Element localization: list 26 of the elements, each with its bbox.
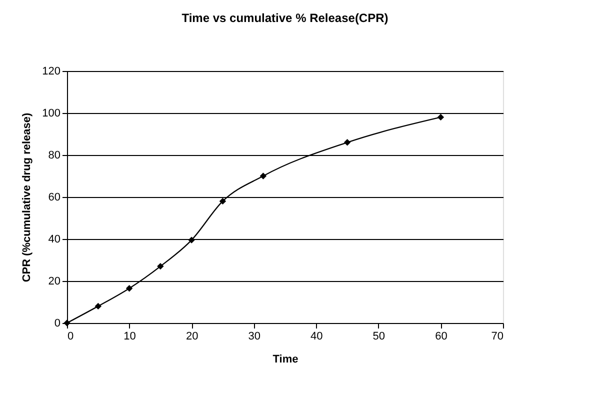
x-tick-label: 70 xyxy=(491,330,504,342)
y-tick-label: 120 xyxy=(42,66,60,78)
point xyxy=(437,114,444,121)
point xyxy=(188,236,195,244)
x-tick-label: 10 xyxy=(124,330,136,342)
y-tick-label: 0 xyxy=(54,318,60,330)
x-tick-label: 40 xyxy=(310,330,323,342)
x-tick-label: 60 xyxy=(435,330,448,342)
y-axis-title: CPR (%cumulative drug release) xyxy=(21,112,34,282)
point xyxy=(157,262,164,270)
point xyxy=(260,172,267,180)
point xyxy=(126,284,133,292)
x-tick-label: 0 xyxy=(68,330,74,342)
y-tick-label: 100 xyxy=(42,108,60,120)
y-tick-label: 40 xyxy=(48,234,60,246)
x-axis-title: Time xyxy=(272,354,298,366)
y-tick-label: 80 xyxy=(48,150,60,162)
point xyxy=(344,139,351,146)
x-tick-label: 50 xyxy=(372,330,386,342)
point xyxy=(94,302,102,310)
y-tick-label: 60 xyxy=(48,192,60,204)
x-tick-label: 30 xyxy=(248,330,260,342)
point xyxy=(219,198,226,205)
y-tick-label: 20 xyxy=(48,276,60,288)
x-tick-label: 20 xyxy=(186,330,198,342)
chart-title: Time vs cumulative % Release(CPR) xyxy=(182,11,388,25)
